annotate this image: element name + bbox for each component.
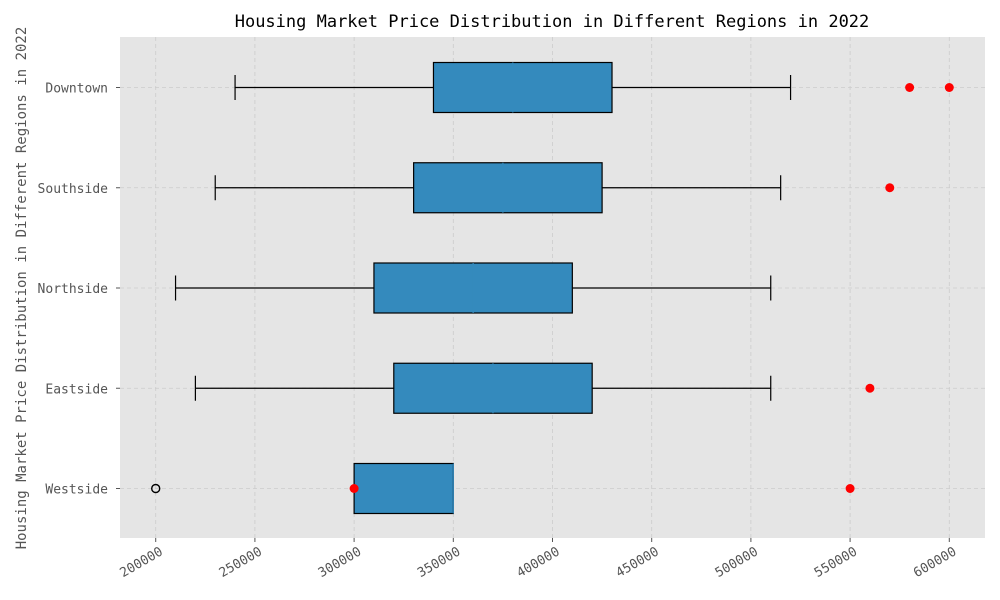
box (353, 462, 454, 515)
box (413, 162, 603, 214)
x-tick-label: 600000 (911, 544, 959, 580)
x-tick-label: 450000 (614, 544, 662, 580)
outlier-point (349, 484, 359, 493)
x-tick-label: 500000 (713, 544, 761, 580)
outlier-point (845, 484, 855, 493)
x-tick-label: 250000 (217, 544, 265, 580)
box (432, 61, 613, 114)
y-axis: Westside Eastside Northside Southside Downto… (38, 82, 120, 498)
outlier-point (944, 83, 954, 92)
outlier-point (905, 83, 915, 92)
y-tick-label: Eastside (45, 382, 108, 397)
box-southside (214, 162, 782, 214)
box-eastside (194, 362, 772, 414)
box-series (174, 61, 792, 515)
x-tick-label: 400000 (514, 544, 562, 580)
x-tick-label: 200000 (118, 544, 166, 580)
x-tick-label: 350000 (415, 544, 463, 580)
box-westside (353, 462, 454, 515)
y-axis-label: Housing Market Price Distribution in Dif… (14, 27, 30, 550)
x-axis: 200000 250000 300000 350000 400000 450000 5000… (118, 538, 959, 581)
flier-point (151, 483, 161, 494)
x-tick-label: 550000 (812, 544, 860, 580)
box-northside (174, 262, 772, 314)
chart-title: Housing Market Price Distribution in Dif… (235, 12, 870, 32)
outlier-point (885, 183, 895, 193)
y-tick-label: Northside (38, 282, 109, 297)
outlier-point (865, 383, 875, 393)
box-downtown (234, 61, 792, 114)
x-tick-label: 300000 (316, 544, 364, 580)
outlier-points (151, 83, 954, 494)
y-tick-label: Southside (38, 182, 109, 197)
y-tick-label: Downtown (45, 82, 108, 97)
y-tick-label: Westside (45, 483, 108, 498)
